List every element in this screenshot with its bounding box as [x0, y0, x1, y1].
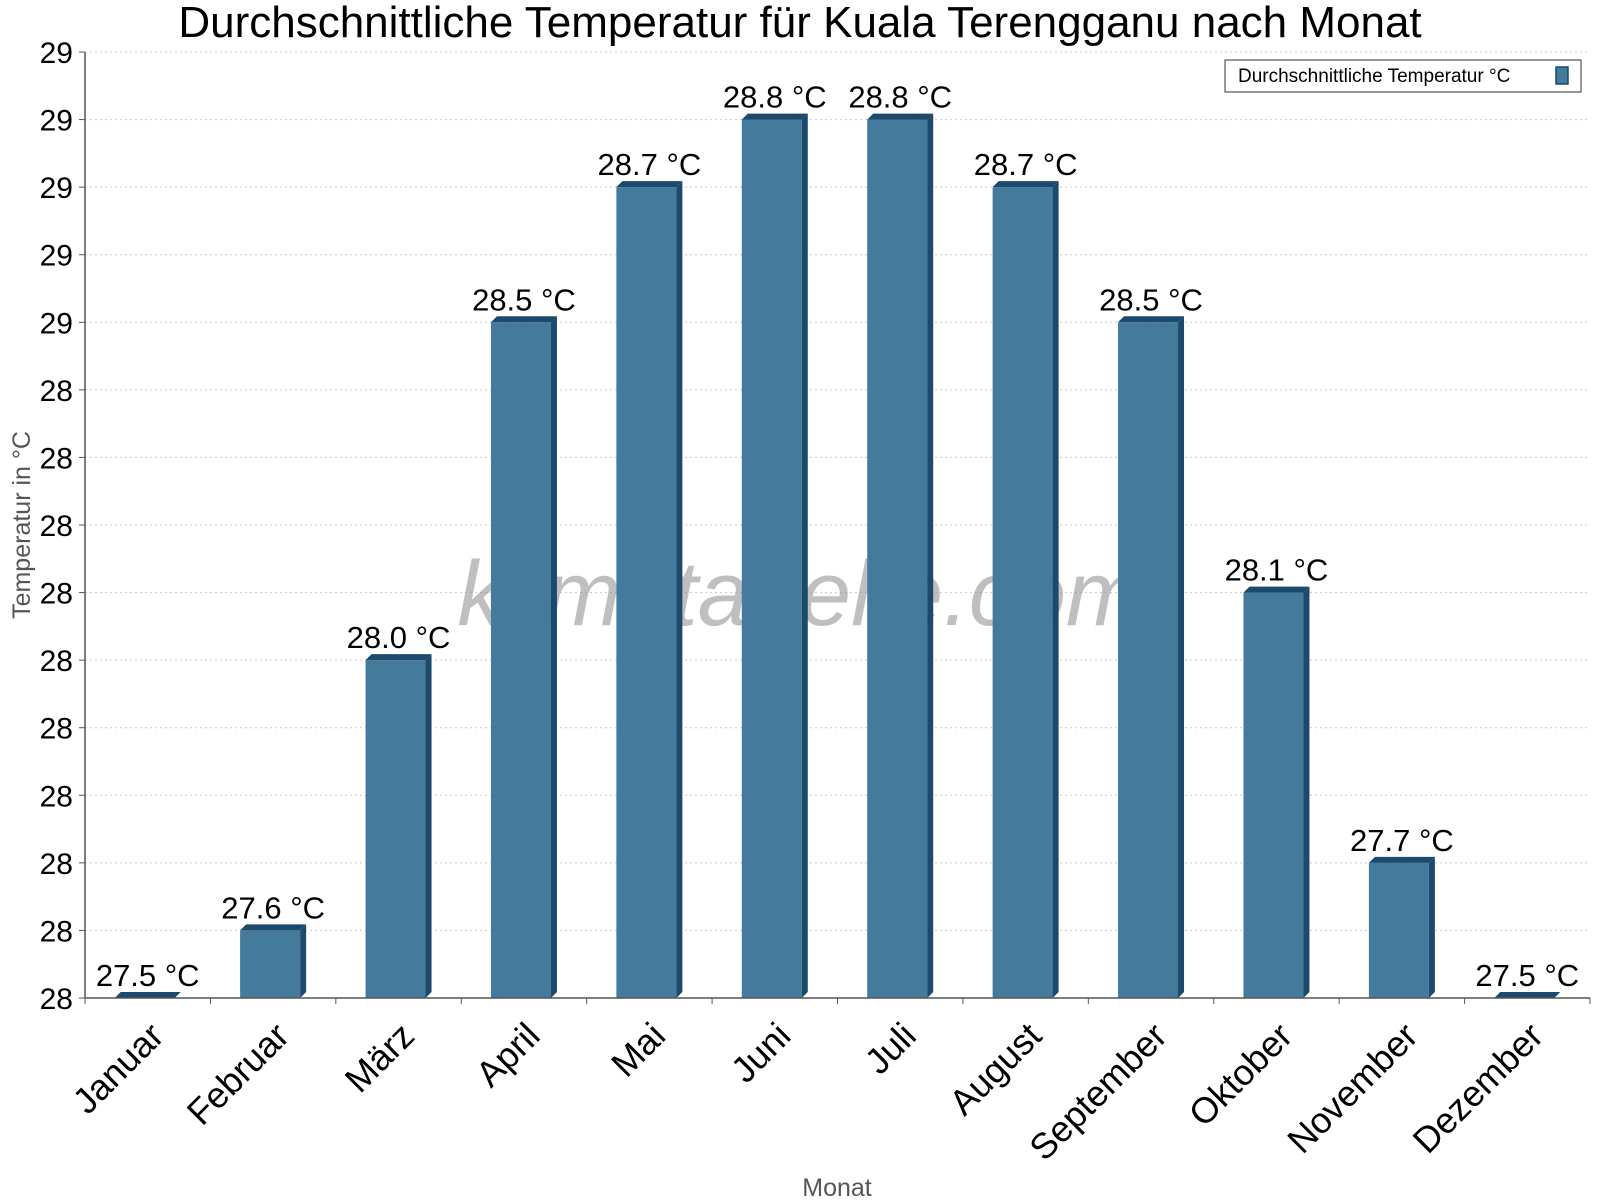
x-tick-label: April [468, 1015, 548, 1095]
bar-februar [240, 924, 307, 998]
bar-side [1428, 856, 1435, 998]
x-tick-label: Juni [723, 1015, 799, 1091]
y-tick-label: 28 [40, 713, 73, 746]
bar-märz [365, 654, 432, 998]
bar-august [992, 181, 1059, 999]
y-tick-label: 29 [40, 105, 73, 138]
bar-front [365, 660, 426, 998]
bar-side [550, 316, 557, 998]
data-label: 28.5 °C [472, 282, 576, 317]
bar-top [240, 924, 307, 931]
bar-top [741, 113, 808, 120]
bar-front [867, 119, 928, 999]
bar-side [801, 113, 808, 999]
bar-top [1494, 992, 1561, 998]
bar-front [1368, 862, 1429, 998]
bar-side [425, 654, 432, 998]
bars [114, 113, 1561, 999]
bar-mai [616, 181, 683, 999]
y-tick-label: 28 [40, 780, 73, 813]
bar-top [867, 113, 934, 120]
x-tick-label: März [337, 1015, 423, 1101]
data-labels: 27.5 °C 27.6 °C 28.0 °C 28.5 °C 28.7 °C 28.8 … [96, 80, 1579, 993]
bar-top [1118, 316, 1185, 323]
y-tick-label: 28 [40, 442, 73, 475]
data-label: 27.6 °C [221, 890, 325, 925]
x-tick-label: Oktober [1181, 1015, 1301, 1135]
y-tick-label: 29 [40, 240, 73, 273]
y-tick-label: 29 [40, 307, 73, 340]
x-tick-label: September [1021, 1015, 1175, 1169]
bar-side [927, 113, 934, 999]
bar-side [300, 924, 307, 998]
x-tick-label: Juli [857, 1015, 924, 1082]
y-tick-label: 28 [40, 915, 73, 948]
bar-top [1368, 856, 1435, 863]
x-axis-title: Monat [802, 1174, 872, 1200]
data-label: 28.0 °C [347, 620, 451, 655]
data-label: 28.5 °C [1099, 282, 1203, 317]
y-axis-title: Temperatur in °C [8, 431, 36, 619]
y-tick-label: 28 [40, 848, 73, 881]
legend-box [1224, 59, 1582, 93]
x-tick-label: Februar [179, 1015, 297, 1133]
bar-oktober [1243, 586, 1310, 998]
x-tick-label: Januar [65, 1015, 172, 1122]
data-label: 28.8 °C [848, 80, 952, 115]
bar-front [741, 119, 802, 999]
bar-side [1303, 586, 1310, 998]
bar-front [616, 187, 677, 999]
y-tick-label: 28 [40, 375, 73, 408]
data-label: 28.8 °C [723, 80, 827, 115]
data-label: 27.5 °C [96, 958, 200, 993]
x-tick-label: August [941, 1015, 1049, 1123]
chart-title: Durchschnittliche Temperatur für Kuala T… [178, 0, 1422, 47]
bar-front [240, 930, 301, 998]
bar-april [490, 316, 557, 998]
bar-top [616, 181, 683, 188]
y-tick-label: 28 [40, 983, 73, 1016]
bar-front [1243, 592, 1304, 998]
bar-top [114, 992, 181, 998]
legend-swatch [1555, 66, 1569, 85]
bar-front [1118, 322, 1179, 998]
y-tick-label: 28 [40, 578, 73, 611]
bar-november [1368, 856, 1435, 998]
bar-front [490, 322, 551, 998]
y-tick-label: 28 [40, 510, 73, 543]
x-tick-label: Dezember [1405, 1015, 1551, 1161]
bar-januar [114, 992, 181, 998]
bar-september [1118, 316, 1185, 998]
data-label: 28.7 °C [598, 147, 702, 182]
bar-front [992, 187, 1053, 999]
bar-side [676, 181, 683, 999]
data-label: 28.7 °C [974, 147, 1078, 182]
y-tick-label: 28 [40, 645, 73, 678]
x-tick-label: November [1279, 1015, 1425, 1161]
legend-label: Durchschnittliche Temperatur °C [1238, 66, 1510, 87]
bar-top [992, 181, 1059, 188]
y-tick-label: 29 [40, 37, 73, 70]
bar-top [365, 654, 432, 661]
bar-juli [867, 113, 934, 999]
bar-dezember [1494, 992, 1561, 998]
data-label: 27.7 °C [1350, 823, 1454, 858]
y-tick-label: 29 [40, 172, 73, 205]
bar-juni [741, 113, 808, 999]
data-label: 28.1 °C [1225, 553, 1329, 588]
bar-side [1178, 316, 1185, 998]
data-label: 27.5 °C [1475, 958, 1579, 993]
x-tick-label: Mai [603, 1015, 673, 1085]
legend: Durchschnittliche Temperatur °C [1224, 59, 1582, 93]
bar-top [490, 316, 557, 323]
bar-side [1052, 181, 1059, 999]
bar-top [1243, 586, 1310, 593]
